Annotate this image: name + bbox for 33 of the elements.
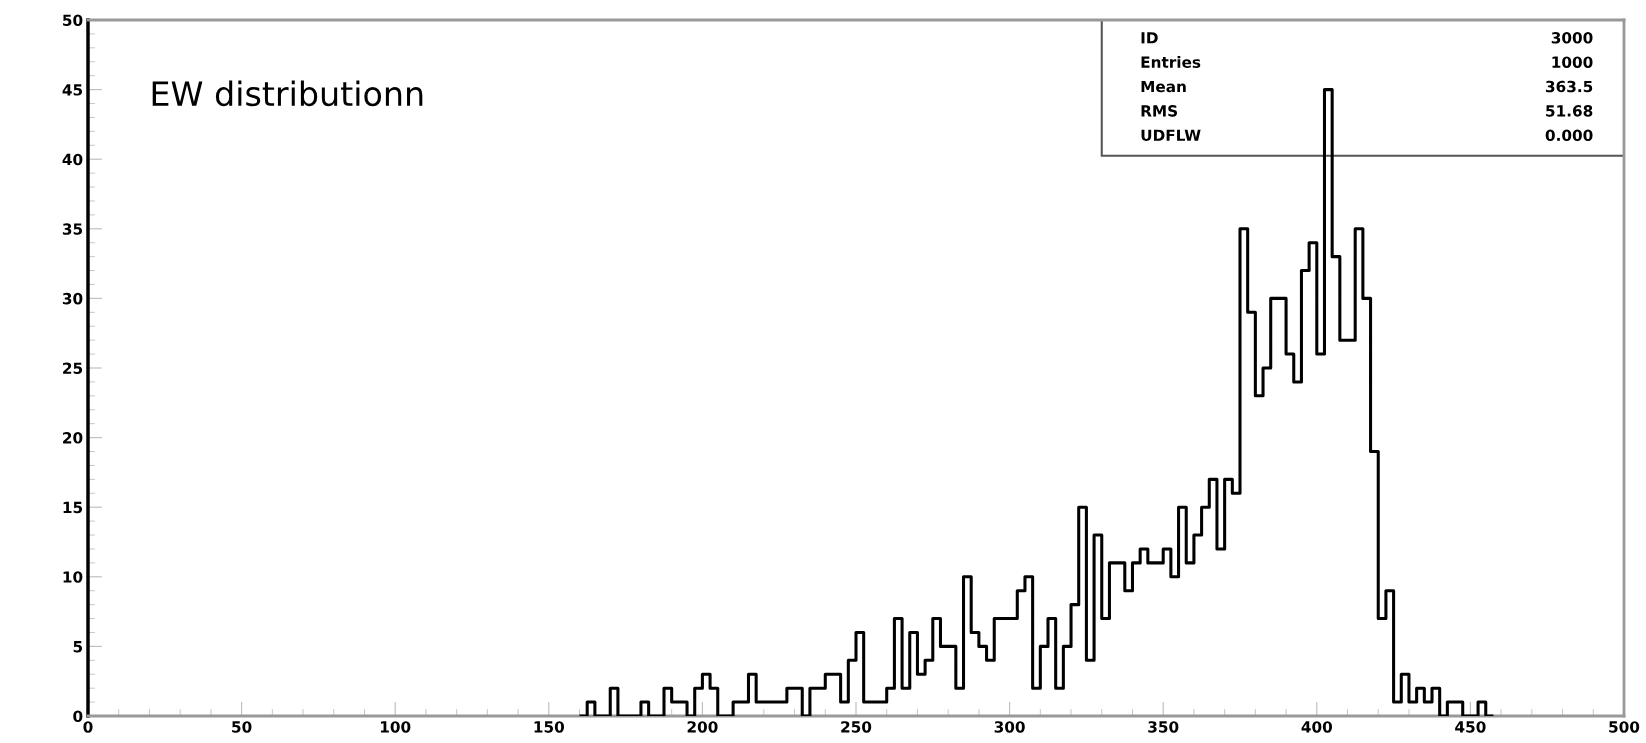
y-tick-label: 0: [73, 710, 83, 723]
annotation: Mean: [1141, 80, 1186, 93]
annotation: 363.5: [1545, 80, 1593, 93]
annotation: UDFLW: [1141, 129, 1201, 142]
y-tick-label: 50: [63, 14, 83, 27]
y-tick-label: 45: [62, 84, 83, 96]
y-tick-label: 20: [63, 432, 83, 444]
y-tick-label: 10: [63, 571, 83, 583]
x-tick-label: 250: [841, 721, 872, 733]
annotation: ID: [1141, 32, 1158, 44]
x-tick-label: 100: [380, 721, 411, 733]
y-tick-label: 30: [62, 292, 83, 305]
annotation: 0.000: [1545, 129, 1593, 142]
y-tick-label: 15: [63, 501, 83, 514]
y-tick-label: 5: [73, 641, 83, 653]
x-tick-label: 50: [232, 721, 252, 733]
x-tick-label: 400: [1301, 721, 1333, 733]
annotation: Entries: [1141, 56, 1201, 68]
x-tick-label: 500: [1609, 721, 1640, 733]
x-tick-label: 300: [994, 721, 1025, 733]
y-tick-label: 25: [63, 362, 83, 375]
x-tick-label: 0: [83, 721, 93, 733]
x-tick-label: 450: [1455, 721, 1486, 733]
x-tick-label: 150: [534, 721, 565, 733]
y-tick-label: 35: [62, 223, 83, 235]
annotation: 3000: [1551, 32, 1593, 44]
text: EW distributionn: [152, 80, 423, 107]
y-tick-label: 40: [62, 153, 83, 166]
x-tick-label: 200: [687, 721, 718, 733]
x-tick-label: 350: [1148, 721, 1179, 733]
annotation: 51.68: [1546, 105, 1593, 117]
annotation: RMS: [1141, 105, 1178, 117]
annotation: 1000: [1552, 56, 1593, 68]
